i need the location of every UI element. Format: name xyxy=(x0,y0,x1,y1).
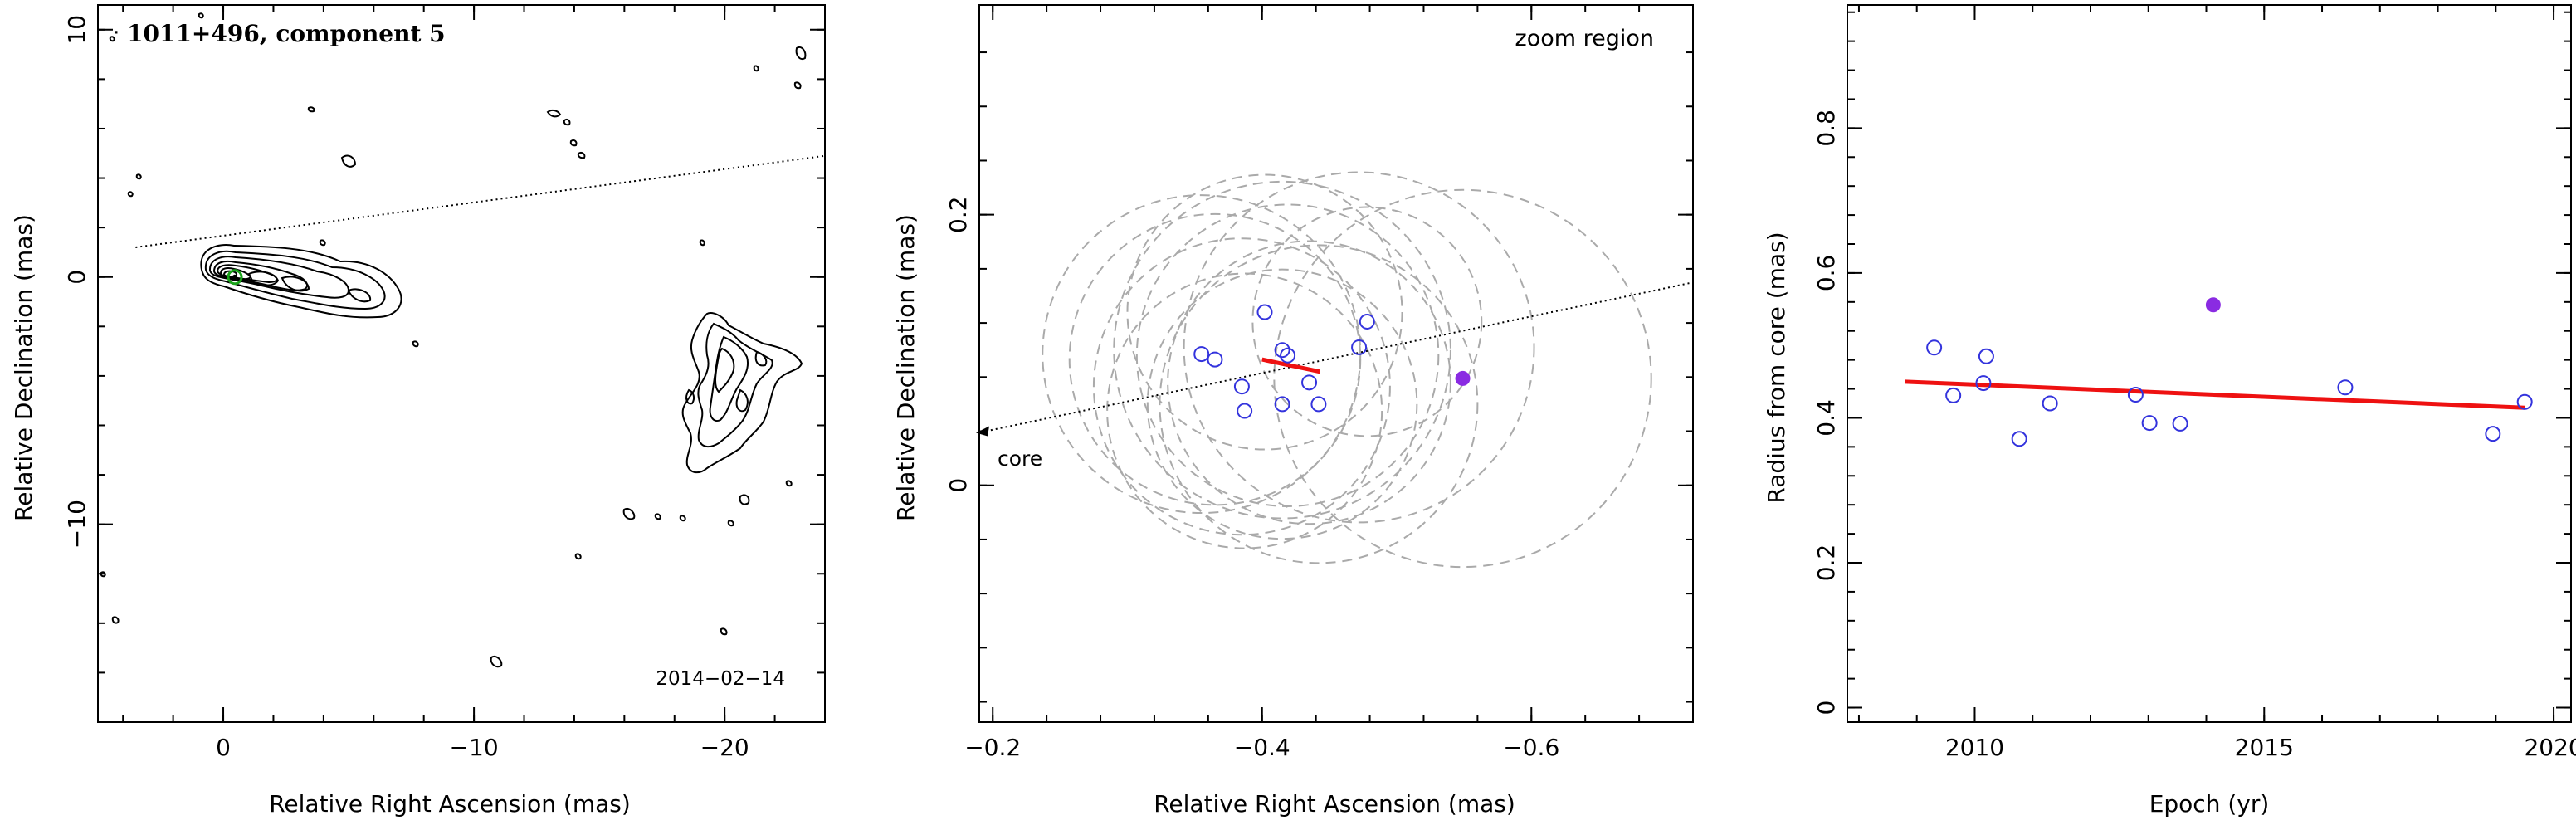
contour-ticks: 0 −10 −20 −10 0 10 xyxy=(63,5,826,761)
fit-line xyxy=(1905,379,2525,410)
contour-plot-frame xyxy=(97,4,826,723)
data-point xyxy=(2172,415,2188,432)
contour-panel: 0 −10 −20 −10 0 10 xyxy=(10,4,826,818)
x-tick-label: 2015 xyxy=(2235,734,2294,761)
zoom-x-axis-label: Relative Right Ascension (mas) xyxy=(1154,790,1515,818)
error-circle xyxy=(1251,206,1483,437)
y-tick-label: 0 xyxy=(1812,701,1840,715)
radius-ticks: 2010 2015 2020 0 0.2 0.4 0.6 0.8 xyxy=(1812,5,2576,761)
data-point xyxy=(1978,348,1994,364)
error-circle xyxy=(1146,268,1418,540)
data-point xyxy=(1256,304,1273,320)
error-circles xyxy=(1042,171,1652,569)
data-point xyxy=(2485,426,2501,442)
error-circle xyxy=(1183,171,1535,524)
data-point xyxy=(1310,396,1327,413)
core-center-marker xyxy=(232,274,238,280)
error-circle xyxy=(1159,244,1479,564)
data-point xyxy=(2516,393,2533,410)
data-point xyxy=(2042,395,2058,412)
y-tick-label: 0.8 xyxy=(1812,110,1840,147)
y-tick-label: 0.2 xyxy=(944,196,972,233)
x-tick-label: 0 xyxy=(216,734,231,761)
y-tick-label: 0.6 xyxy=(1812,255,1840,292)
contour-y-axis-label: Relative Declination (mas) xyxy=(10,214,37,521)
x-tick-label: −0.6 xyxy=(1503,734,1559,761)
cloud-contours xyxy=(681,312,803,474)
data-point xyxy=(1975,375,1992,392)
data-point xyxy=(1301,374,1318,391)
highlight-point xyxy=(2205,297,2221,313)
noise-contours xyxy=(100,12,807,668)
error-circle xyxy=(1167,240,1451,525)
data-point xyxy=(2337,379,2354,396)
contour-title: 1011+496, component 5 xyxy=(127,20,446,47)
data-point xyxy=(1193,346,1210,363)
highlight-point xyxy=(1455,370,1471,386)
data-point xyxy=(1207,351,1223,368)
fit-segment xyxy=(1261,357,1321,374)
error-circle xyxy=(1113,180,1451,520)
y-tick-label: 0.4 xyxy=(1812,399,1840,437)
data-point xyxy=(1945,387,1962,403)
contour-x-axis-label: Relative Right Ascension (mas) xyxy=(269,790,631,818)
data-point xyxy=(1926,339,1943,356)
error-circle xyxy=(1092,237,1391,536)
x-tick-label: 2010 xyxy=(1945,734,2004,761)
core-label: core xyxy=(998,447,1042,471)
y-tick-label: 0.2 xyxy=(1812,544,1840,582)
data-point xyxy=(1274,342,1290,359)
x-tick-label: −0.4 xyxy=(1234,734,1290,761)
y-tick-label: 0 xyxy=(63,270,90,285)
data-point xyxy=(2011,431,2027,447)
error-circle xyxy=(1042,194,1362,515)
radius-y-axis-label: Radius from core (mas) xyxy=(1763,232,1790,503)
zoom-ticks: −0.2 −0.4 −0.6 0 0.2 xyxy=(944,5,1694,761)
zoom-y-axis-label: Relative Declination (mas) xyxy=(892,214,920,521)
y-tick-label: 0 xyxy=(944,478,972,493)
x-tick-label: 2020 xyxy=(2524,734,2576,761)
radius-panel: 2010 2015 2020 0 0.2 0.4 0.6 0.8 Epoch (yr) Rad… xyxy=(1763,4,2576,818)
radius-plot-frame xyxy=(1847,4,2572,723)
jet-axis-line xyxy=(985,281,1694,432)
radius-points xyxy=(1926,339,2533,447)
data-point xyxy=(1237,403,1253,419)
data-point xyxy=(2127,387,2144,403)
error-circle xyxy=(1106,272,1383,549)
data-point xyxy=(2141,415,2158,432)
error-circle xyxy=(1068,212,1362,506)
y-tick-label: −10 xyxy=(63,500,90,549)
y-tick-label: 10 xyxy=(63,15,90,45)
zoom-panel: −0.2 −0.4 −0.6 0 0.2 zoom region core Relati… xyxy=(892,4,1694,818)
x-tick-label: −20 xyxy=(700,734,749,761)
error-circle xyxy=(1126,173,1403,451)
position-points xyxy=(1193,304,1375,419)
core-marker xyxy=(227,269,243,286)
radius-x-axis-label: Epoch (yr) xyxy=(2149,790,2270,818)
core-arrow-icon xyxy=(976,426,989,437)
data-point xyxy=(1351,339,1368,355)
x-tick-label: −0.2 xyxy=(964,734,1021,761)
data-point xyxy=(1359,313,1375,330)
jet-axis-line xyxy=(135,154,826,248)
zoom-plot-frame xyxy=(978,4,1694,723)
error-circle xyxy=(1273,188,1652,569)
title-bullet: · xyxy=(113,21,120,46)
error-circle xyxy=(1135,203,1440,507)
observation-date: 2014−02−14 xyxy=(656,668,785,690)
data-point xyxy=(1280,347,1296,364)
data-point xyxy=(1233,378,1250,395)
data-point xyxy=(1274,396,1290,413)
zoom-region-label: zoom region xyxy=(1515,26,1654,51)
x-tick-label: −10 xyxy=(450,734,499,761)
